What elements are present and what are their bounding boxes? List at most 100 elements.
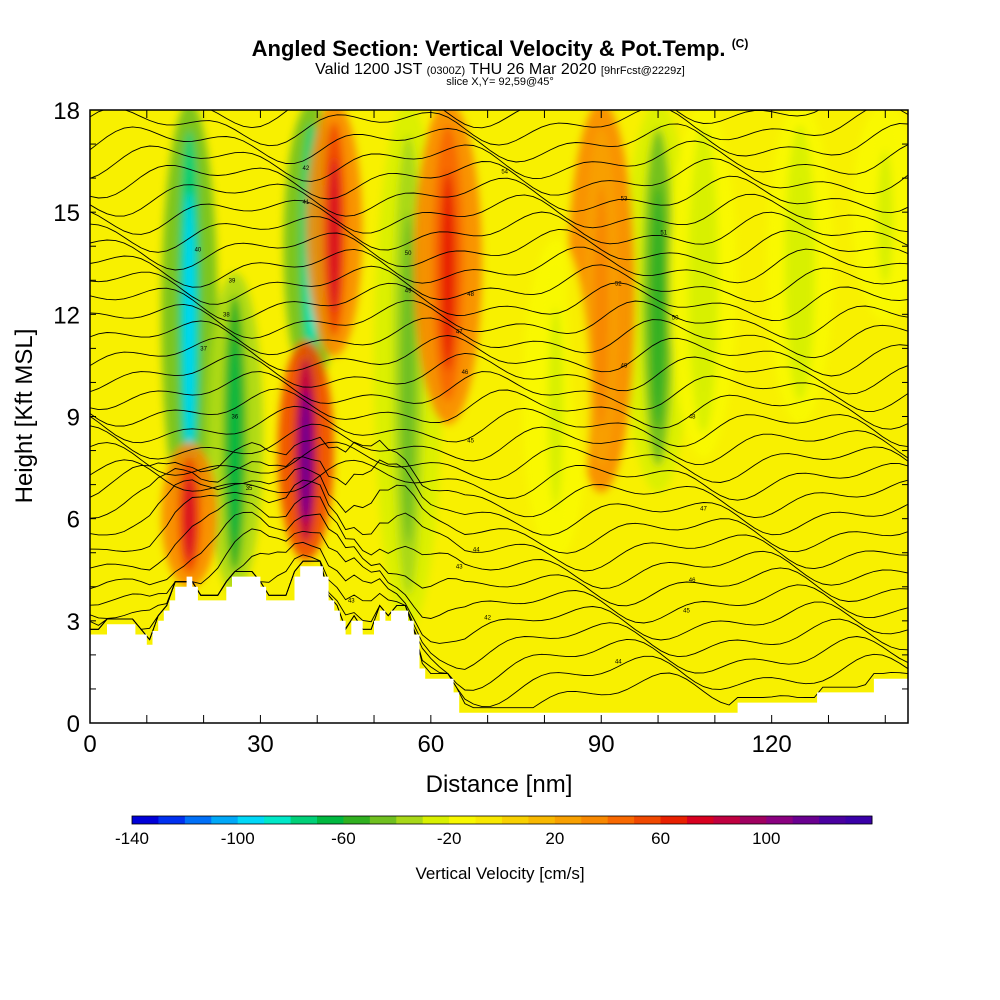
colorbar-label: Vertical Velocity [cm/s] — [415, 864, 585, 883]
isentrope-line — [90, 335, 908, 377]
isentrope-line — [90, 110, 908, 147]
colorbar-cell — [475, 816, 503, 824]
colorbar-cell — [211, 816, 239, 824]
isentrope-label: 43 — [456, 564, 463, 570]
colorbar-cell — [766, 816, 794, 824]
isentrope-line — [90, 317, 908, 359]
colorbar-cell — [528, 816, 556, 824]
isentrope-label: 42 — [484, 615, 491, 621]
isentrope-label: 52 — [615, 282, 622, 288]
y-tick-label: 3 — [67, 609, 80, 636]
isentrope-line — [90, 479, 908, 572]
colorbar-tick-label: -100 — [221, 829, 255, 848]
isentrope-line — [90, 511, 908, 607]
isentrope-label: 50 — [405, 251, 412, 257]
x-tick-label: 60 — [417, 731, 444, 758]
colorbar-cell — [845, 816, 873, 824]
isentrope-label: 54 — [501, 169, 508, 175]
colorbar-cell — [237, 816, 265, 824]
chart-subtitle: Valid 1200 JST (0300Z) THU 26 Mar 2020 [… — [315, 61, 685, 78]
isentrope-label: 50 — [672, 316, 679, 322]
y-tick-label: 18 — [53, 98, 80, 125]
colorbar-tick-label: 20 — [545, 829, 564, 848]
velocity-feature — [183, 476, 196, 561]
isentrope-line — [90, 264, 908, 305]
velocity-feature — [400, 212, 416, 545]
isentrope-line — [90, 282, 908, 322]
colorbar-cell — [422, 816, 450, 824]
colorbar-cell — [449, 816, 477, 824]
isentrope-line — [90, 246, 908, 288]
colorbar-tick-label: 60 — [651, 829, 670, 848]
colorbar-cell — [634, 816, 662, 824]
colorbar-cell — [660, 816, 688, 824]
isentrope-line — [90, 423, 908, 465]
isentrope-line — [90, 352, 908, 395]
velocity-feature — [593, 184, 609, 429]
colorbar-cell — [502, 816, 529, 824]
colorbar-cell — [369, 816, 397, 824]
colorbar-cell — [687, 816, 714, 824]
y-tick-label: 0 — [67, 711, 80, 738]
isentrope-line — [90, 495, 908, 589]
velocity-feature — [877, 150, 893, 284]
isentrope-label: 35 — [246, 486, 253, 492]
x-axis: 0 30 60 90 120 — [83, 110, 886, 758]
isentrope-label: 51 — [660, 231, 667, 237]
colorbar-cell — [132, 816, 159, 824]
isentrope-label: 44 — [473, 547, 480, 553]
colorbar-tick-label: -140 — [115, 829, 149, 848]
colorbar-frame — [131, 815, 873, 825]
velocity-feature — [548, 307, 564, 507]
isentrope-line — [90, 371, 908, 412]
colorbar-cell — [158, 816, 186, 824]
colorbar-tick-label: -60 — [331, 829, 356, 848]
colorbar-tick-label: -20 — [437, 829, 462, 848]
isentrope-label: 39 — [229, 278, 236, 284]
isentrope-label: 36 — [232, 415, 239, 421]
x-tick-label: 30 — [247, 731, 274, 758]
isentrope-label: 47 — [700, 506, 707, 512]
x-tick-label: 90 — [588, 731, 615, 758]
isentrope-label: 49 — [405, 288, 412, 294]
isentrope-label: 45 — [467, 438, 474, 444]
isentrope-line — [90, 459, 908, 501]
isentrope-line — [90, 140, 908, 182]
isentrope-line — [90, 193, 908, 235]
isentrope-label: 42 — [303, 166, 310, 172]
isentrope-label: 38 — [223, 312, 230, 318]
y-tick-label: 6 — [67, 507, 80, 534]
isentrope-line — [90, 175, 908, 217]
isentrope-line — [90, 388, 908, 430]
colorbar: -140 -100 -60 -20 20 60 100 — [115, 815, 873, 848]
velocity-feature — [695, 178, 712, 400]
colorbar-cell — [290, 816, 318, 824]
velocity-feature — [183, 191, 196, 458]
colorbar-cell — [264, 816, 292, 824]
velocity-feature — [229, 341, 241, 541]
x-tick-label: 120 — [752, 731, 792, 758]
colorbar-cell — [184, 816, 212, 824]
slice-label: slice X,Y= 92,59@45° — [446, 76, 554, 88]
x-axis-label: Distance [nm] — [426, 771, 573, 798]
isentrope-line — [90, 528, 908, 624]
isentrope-label: 37 — [200, 346, 207, 352]
y-tick-label: 12 — [53, 302, 80, 329]
isentrope-label: 48 — [689, 415, 696, 421]
isentrope-line — [90, 456, 908, 536]
isentrope-line — [90, 300, 908, 340]
colorbar-cell — [317, 816, 344, 824]
isentrope-label: 53 — [621, 197, 628, 203]
isentrope-label: 49 — [621, 363, 628, 369]
isentrope-line — [90, 441, 908, 483]
isentrope-line — [90, 436, 908, 519]
y-tick-label: 15 — [53, 200, 80, 227]
y-axis-label: Height [Kft MSL] — [11, 329, 38, 504]
isentrope-label: 48 — [467, 292, 474, 298]
colorbar-cell — [396, 816, 424, 824]
isentrope-line — [90, 467, 908, 554]
colorbar-cell — [739, 816, 767, 824]
velocity-feature — [300, 389, 312, 523]
